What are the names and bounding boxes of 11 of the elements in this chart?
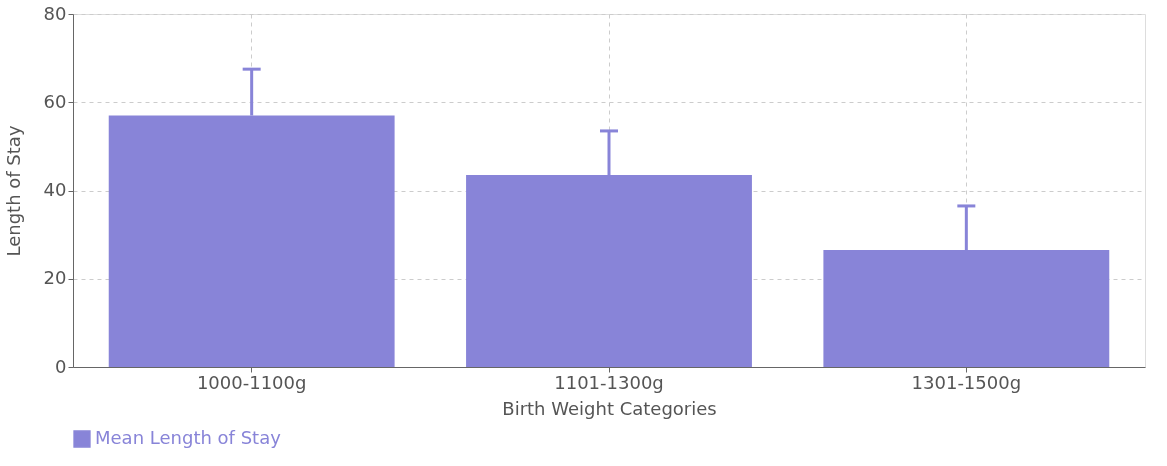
y-tick-label: 20 [43, 267, 67, 289]
x-tick-label: 1101-1300g [554, 371, 664, 393]
y-axis-title: Length of Stay [2, 125, 24, 257]
x-axis-title: Birth Weight Categories [502, 397, 717, 419]
legend-label: Mean Length of Stay [95, 427, 282, 448]
y-tick-label: 60 [43, 90, 67, 112]
y-tick-label: 80 [43, 2, 67, 24]
x-tick-label: 1301-1500g [911, 371, 1022, 393]
x-tick-label: 1000-1100g [196, 371, 307, 393]
y-tick-label: 0 [55, 355, 67, 377]
y-tick-label: 40 [43, 179, 67, 200]
